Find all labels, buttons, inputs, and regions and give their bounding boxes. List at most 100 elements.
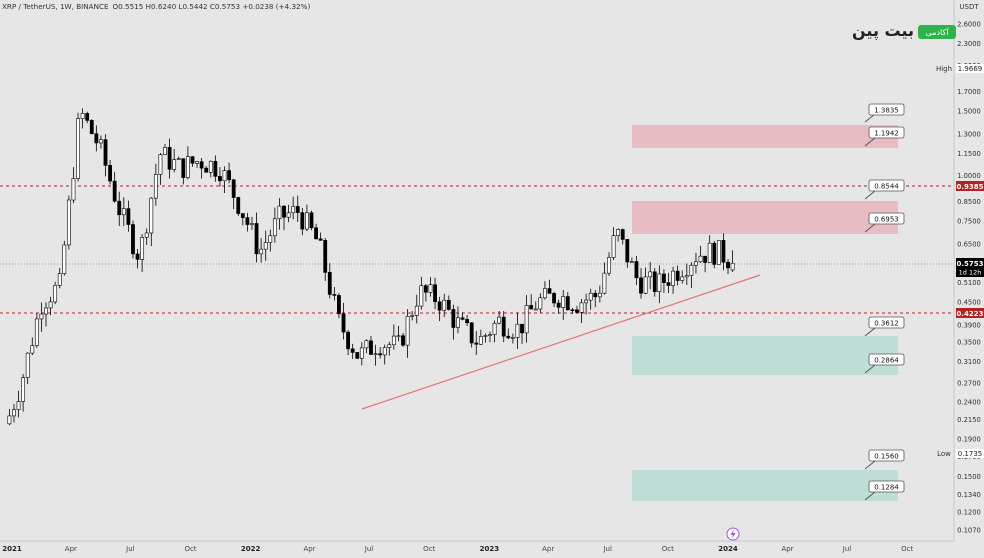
- candle[interactable]: [318, 232, 323, 241]
- candle[interactable]: [222, 166, 227, 194]
- candle[interactable]: [442, 293, 447, 318]
- candle[interactable]: [190, 156, 195, 167]
- candle[interactable]: [456, 306, 460, 334]
- candle[interactable]: [597, 285, 602, 303]
- candle[interactable]: [579, 298, 584, 324]
- candle[interactable]: [543, 281, 547, 300]
- candle[interactable]: [103, 134, 108, 177]
- candle[interactable]: [323, 237, 328, 281]
- candle[interactable]: [355, 352, 360, 360]
- candle[interactable]: [16, 390, 21, 418]
- candle[interactable]: [570, 307, 575, 315]
- candle[interactable]: [474, 331, 479, 355]
- symbol-header[interactable]: XRP / TetherUS, 1W, BINANCE O0.5515 H0.62…: [2, 2, 310, 11]
- candle[interactable]: [163, 144, 167, 155]
- candle[interactable]: [538, 293, 543, 313]
- candle[interactable]: [305, 204, 309, 232]
- candle[interactable]: [364, 339, 369, 354]
- candle[interactable]: [332, 287, 337, 301]
- candle[interactable]: [707, 235, 712, 263]
- candle[interactable]: [561, 289, 566, 320]
- candle[interactable]: [181, 158, 186, 185]
- candle[interactable]: [675, 265, 680, 286]
- candle[interactable]: [712, 240, 717, 269]
- candle[interactable]: [391, 324, 396, 350]
- candle[interactable]: [126, 200, 131, 232]
- candle[interactable]: [515, 312, 520, 349]
- candle[interactable]: [460, 312, 465, 321]
- candle[interactable]: [387, 341, 392, 356]
- candle[interactable]: [378, 347, 383, 359]
- candle[interactable]: [7, 408, 12, 426]
- candle[interactable]: [259, 238, 264, 263]
- candle[interactable]: [66, 195, 71, 250]
- candle[interactable]: [726, 259, 730, 274]
- candle[interactable]: [607, 252, 611, 277]
- candle[interactable]: [643, 267, 648, 295]
- candle[interactable]: [405, 309, 410, 358]
- callout-6[interactable]: 0.2864: [864, 353, 905, 374]
- candle[interactable]: [245, 212, 250, 232]
- candle[interactable]: [584, 293, 589, 315]
- candle[interactable]: [272, 207, 277, 243]
- candle[interactable]: [547, 279, 552, 294]
- candle[interactable]: [730, 250, 735, 273]
- candle[interactable]: [451, 304, 456, 340]
- candle[interactable]: [30, 337, 35, 356]
- candle[interactable]: [213, 155, 218, 182]
- candle[interactable]: [634, 255, 639, 285]
- candle[interactable]: [424, 283, 428, 302]
- callout-7[interactable]: 0.1560: [864, 449, 905, 470]
- candle[interactable]: [369, 335, 373, 355]
- lightning-icon[interactable]: [726, 527, 740, 541]
- candle[interactable]: [639, 268, 643, 299]
- candle[interactable]: [295, 195, 300, 223]
- candle[interactable]: [689, 262, 694, 289]
- candle[interactable]: [497, 310, 502, 325]
- candle[interactable]: [575, 305, 579, 314]
- candle[interactable]: [469, 322, 474, 348]
- candle[interactable]: [684, 263, 689, 285]
- candle[interactable]: [698, 245, 703, 263]
- candle[interactable]: [327, 263, 332, 299]
- candle[interactable]: [359, 342, 364, 366]
- candle[interactable]: [231, 178, 236, 210]
- candle[interactable]: [533, 301, 538, 311]
- candle[interactable]: [428, 277, 433, 297]
- resistance-zone-lower[interactable]: [632, 201, 898, 234]
- candle[interactable]: [588, 288, 593, 310]
- callout-4[interactable]: 0.6953: [864, 212, 905, 233]
- candle[interactable]: [39, 302, 44, 332]
- candle[interactable]: [291, 196, 296, 220]
- candle[interactable]: [121, 197, 126, 227]
- candle[interactable]: [382, 344, 387, 365]
- candle[interactable]: [552, 291, 556, 308]
- candle[interactable]: [236, 196, 241, 216]
- candle[interactable]: [565, 292, 570, 311]
- candle[interactable]: [373, 344, 378, 366]
- trendline[interactable]: [361, 274, 761, 410]
- candle[interactable]: [208, 160, 213, 178]
- candle[interactable]: [250, 216, 254, 230]
- candle[interactable]: [510, 333, 515, 344]
- candle[interactable]: [414, 294, 419, 324]
- candle[interactable]: [131, 220, 135, 259]
- candle[interactable]: [71, 167, 76, 204]
- callout-1[interactable]: 1.3835: [864, 103, 905, 123]
- candle[interactable]: [268, 229, 273, 252]
- candle[interactable]: [76, 112, 80, 182]
- candle[interactable]: [666, 272, 671, 293]
- candle[interactable]: [337, 293, 341, 319]
- candle[interactable]: [21, 374, 26, 412]
- candle[interactable]: [652, 268, 657, 297]
- candle[interactable]: [176, 156, 181, 161]
- candle[interactable]: [89, 119, 94, 135]
- candle[interactable]: [62, 240, 67, 276]
- candle[interactable]: [300, 207, 305, 236]
- resistance-zone-upper[interactable]: [632, 125, 898, 148]
- candle[interactable]: [616, 228, 621, 242]
- candle[interactable]: [153, 163, 158, 206]
- candle[interactable]: [53, 281, 58, 305]
- candle[interactable]: [314, 223, 318, 240]
- candle[interactable]: [524, 295, 529, 343]
